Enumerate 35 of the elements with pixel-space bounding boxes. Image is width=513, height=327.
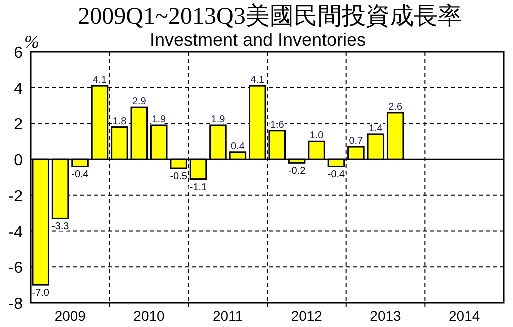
data-label: 1.9 — [152, 114, 166, 126]
data-label: 2.9 — [132, 96, 147, 108]
x-tick-label: 2009 — [54, 308, 86, 324]
y-tick-label: -6 — [8, 260, 24, 278]
x-tick-label: 2010 — [134, 308, 166, 324]
y-axis-title: % — [24, 32, 40, 52]
y-tick-label: 0 — [14, 152, 24, 170]
data-label: -0.4 — [328, 170, 346, 181]
y-tick-label: 4 — [14, 80, 24, 98]
data-label: 0.4 — [230, 141, 246, 152]
data-label: -3.3 — [52, 222, 70, 233]
chart-title: 2009Q1~2013Q3美國民間投資成長率 — [78, 3, 462, 30]
y-tick-label: 6 — [14, 45, 24, 62]
y-tick-label: 2 — [14, 116, 24, 134]
x-tick-label: 2012 — [291, 308, 323, 324]
y-tick-label: -2 — [8, 188, 24, 206]
data-label: 1.4 — [368, 123, 384, 134]
data-label: 0.7 — [349, 136, 364, 148]
x-tick-label: 2011 — [213, 308, 244, 324]
x-tick-label: 2014 — [449, 308, 480, 324]
data-label: -0.4 — [72, 170, 90, 181]
data-label: 4.1 — [250, 75, 266, 86]
x-tick-label: 2013 — [370, 308, 402, 324]
data-label: 1.0 — [310, 130, 324, 142]
data-label: 2.6 — [388, 102, 403, 113]
data-label: 4.1 — [93, 75, 108, 86]
data-label: 1.9 — [211, 114, 226, 126]
chart-subtitle: Investment and Inventories — [150, 30, 366, 50]
data-label: -1.1 — [190, 182, 208, 194]
y-tick-label: -8 — [8, 296, 24, 313]
y-tick-label: -4 — [8, 224, 24, 242]
data-label: -7.0 — [32, 288, 50, 300]
data-label: 1.6 — [270, 120, 285, 131]
data-label: -0.2 — [288, 166, 306, 178]
data-label: -0.5 — [170, 172, 188, 183]
